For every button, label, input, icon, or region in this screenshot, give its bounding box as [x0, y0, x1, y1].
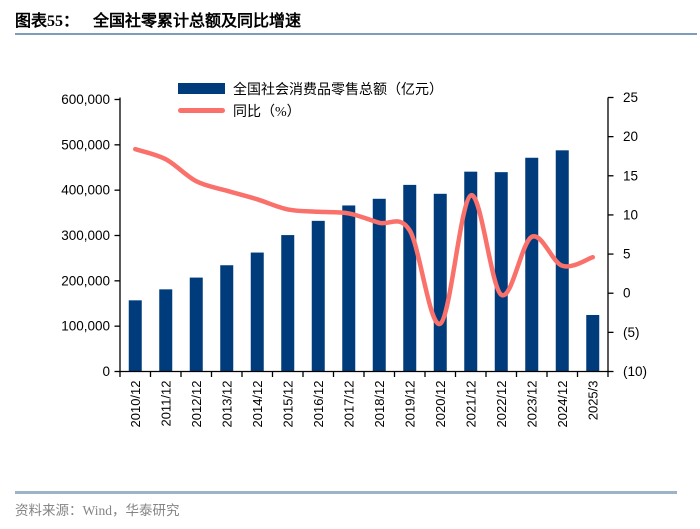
bar-2024/12	[555, 150, 569, 372]
bar-series-label: 全国社会消费品零售总额（亿元）	[233, 82, 443, 98]
x-axis-label: 2010/12	[128, 381, 143, 428]
yoy-line	[133, 146, 596, 326]
left-axis-tick-label: 400,000	[61, 183, 110, 198]
figure-label: 图表55：	[15, 13, 80, 30]
left-axis-tick-label: 600,000	[61, 92, 110, 107]
x-axis-label: 2019/12	[402, 381, 417, 428]
left-axis-tick-label: 200,000	[61, 273, 110, 288]
legend-item-bar-series: 全国社会消费品零售总额（亿元）	[178, 80, 443, 98]
footer-rule	[15, 491, 677, 494]
bar-2022/12	[494, 172, 508, 372]
x-axis-label: 2011/12	[158, 381, 173, 427]
bar-2023/12	[525, 157, 539, 372]
right-axis-tick-label: (5)	[623, 325, 640, 340]
bar-2014/12	[250, 252, 264, 372]
line-series-label: 同比（%）	[233, 104, 301, 120]
x-axis-label: 2023/12	[524, 381, 539, 428]
source-note: 资料来源：Wind，华泰研究	[15, 503, 180, 518]
x-axis-label: 2012/12	[189, 381, 204, 428]
x-axis-label: 2024/12	[555, 381, 570, 428]
right-axis-tick-label: (10)	[623, 364, 647, 379]
right-axis-tick-label: 5	[623, 247, 631, 262]
bar-2015/12	[281, 235, 295, 372]
bar-2011/12	[159, 289, 173, 372]
figure-title: 图表55： 全国社零累计总额及同比增速	[15, 7, 301, 31]
x-axis-label: 2015/12	[280, 381, 295, 428]
header-rule	[15, 33, 697, 35]
right-axis-tick-label: 25	[623, 90, 638, 105]
right-axis-tick-label: 10	[623, 207, 638, 222]
bar-2021/12	[464, 171, 478, 372]
figure-title-text: 全国社零累计总额及同比增速	[93, 13, 302, 30]
x-axis-label: 2021/12	[463, 381, 478, 428]
x-axis-label: 2025/3	[585, 381, 600, 421]
bar-2010/12	[128, 300, 142, 372]
legend-item-line-series: 同比（%）	[178, 102, 443, 120]
combo-chart: 0 100,000 200,000 300,000 400,000 500,000 600,…	[61, 90, 647, 428]
left-axis-tick-label: 500,000	[61, 137, 110, 152]
left-axis-tick-label: 100,000	[61, 319, 110, 334]
bar-2018/12	[372, 198, 386, 372]
right-axis-tick-label: 20	[623, 129, 638, 144]
x-axis-label: 2020/12	[433, 381, 448, 428]
x-axis-label: 2013/12	[219, 381, 234, 428]
bar-series-swatch	[178, 83, 225, 94]
right-axis-tick-label: 15	[623, 168, 638, 183]
bar-2020/12	[433, 193, 447, 372]
bar-2019/12	[403, 184, 417, 372]
bar-2012/12	[189, 277, 203, 372]
line-series-swatch	[178, 108, 225, 113]
x-axis-label: 2022/12	[494, 381, 509, 428]
x-axis-label: 2017/12	[341, 381, 356, 428]
bar-2013/12	[220, 265, 234, 372]
left-axis-tick-label: 0	[102, 364, 110, 379]
bar-2025/3	[586, 314, 600, 372]
chart-legend: 全国社会消费品零售总额（亿元） 同比（%）	[178, 80, 443, 124]
x-axis-label: 2016/12	[311, 381, 326, 428]
right-axis-tick-label: 0	[623, 286, 631, 301]
bar-2017/12	[342, 205, 356, 372]
x-axis-label: 2014/12	[250, 381, 265, 428]
x-axis-label: 2018/12	[372, 381, 387, 428]
left-axis-tick-label: 300,000	[61, 228, 110, 243]
bar-2016/12	[311, 220, 325, 372]
